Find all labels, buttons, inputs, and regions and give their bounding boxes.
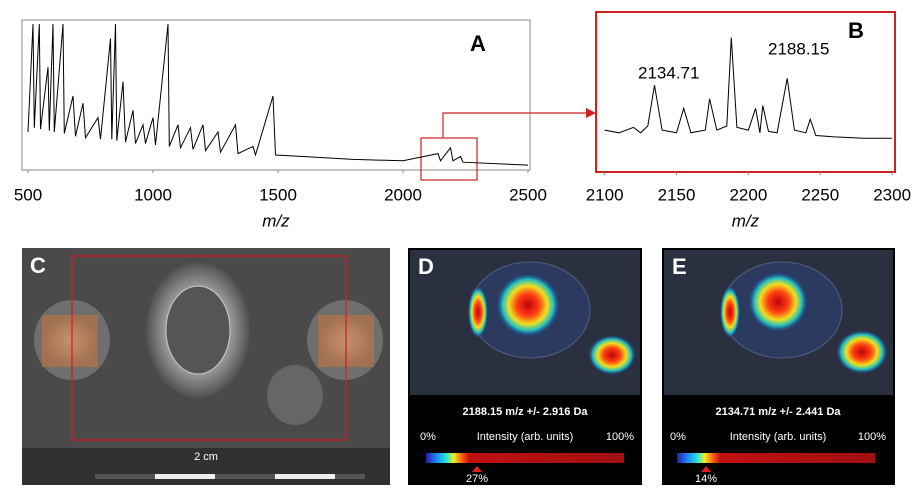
scale-bar <box>275 474 335 479</box>
hotspot <box>748 272 808 332</box>
zoom-arrow <box>442 112 590 138</box>
photo-panel: C 2 cm <box>22 248 390 485</box>
panel-label: C <box>30 253 46 278</box>
region-box <box>71 255 347 441</box>
spectrum-line <box>27 23 529 166</box>
hotspot <box>588 335 636 375</box>
dish-inner <box>165 285 231 375</box>
panel-label: D <box>418 254 434 279</box>
caption: 2188.15 m/z +/- 2.916 Da <box>462 406 588 418</box>
x-tick-label: 2000 <box>384 185 422 204</box>
x-tick-label: 2500 <box>509 185 547 204</box>
marker-label: 14% <box>695 473 717 485</box>
hotspot <box>836 330 888 374</box>
scale-label: 2 cm <box>194 451 218 463</box>
peak-annotation: 2188.15 <box>768 39 829 58</box>
ms-image-panel: D 2188.15 m/z +/- 2.916 Da 0% Intensity … <box>408 248 642 485</box>
x-tick-label: 2100 <box>586 185 624 204</box>
x-axis-label: m/z <box>262 211 290 230</box>
max-label: 100% <box>858 431 886 443</box>
scale-bar <box>155 474 215 479</box>
plot-frame <box>21 19 531 171</box>
hotspot <box>496 273 560 337</box>
x-tick-label: 2150 <box>658 185 696 204</box>
marker <box>701 466 711 472</box>
x-tick-label: 1000 <box>134 185 172 204</box>
object <box>267 365 323 425</box>
zoom-frame <box>595 11 896 173</box>
panel-label: E <box>672 254 687 279</box>
arrow-head <box>586 108 596 118</box>
color-bar <box>677 453 875 463</box>
spectrum-line <box>604 37 893 139</box>
marker-label: 27% <box>466 473 488 485</box>
min-label: 0% <box>670 431 686 443</box>
skin-sample <box>42 315 98 367</box>
marker <box>472 466 482 472</box>
x-tick-label: 500 <box>14 185 42 204</box>
x-tick-label: 2300 <box>873 185 911 204</box>
hotspot <box>468 286 488 338</box>
peak-annotation: 2134.71 <box>638 63 699 82</box>
x-axis-label: m/z <box>732 211 760 230</box>
caption: 2134.71 m/z +/- 2.441 Da <box>715 406 841 418</box>
x-tick-label: 2250 <box>801 185 839 204</box>
zoom-box <box>420 137 478 181</box>
min-label: 0% <box>420 431 436 443</box>
hotspot <box>720 286 740 338</box>
x-tick-label: 2200 <box>729 185 767 204</box>
panel-label: B <box>848 18 864 43</box>
bar-title: Intensity (arb. units) <box>477 431 574 443</box>
x-tick-label: 1500 <box>259 185 297 204</box>
color-bar <box>426 453 624 463</box>
panel-label: A <box>470 31 486 56</box>
max-label: 100% <box>606 431 634 443</box>
bar-title: Intensity (arb. units) <box>730 431 827 443</box>
ms-image-panel: E 2134.71 m/z +/- 2.441 Da 0% Intensity … <box>662 248 895 485</box>
scale-bar <box>95 474 365 479</box>
